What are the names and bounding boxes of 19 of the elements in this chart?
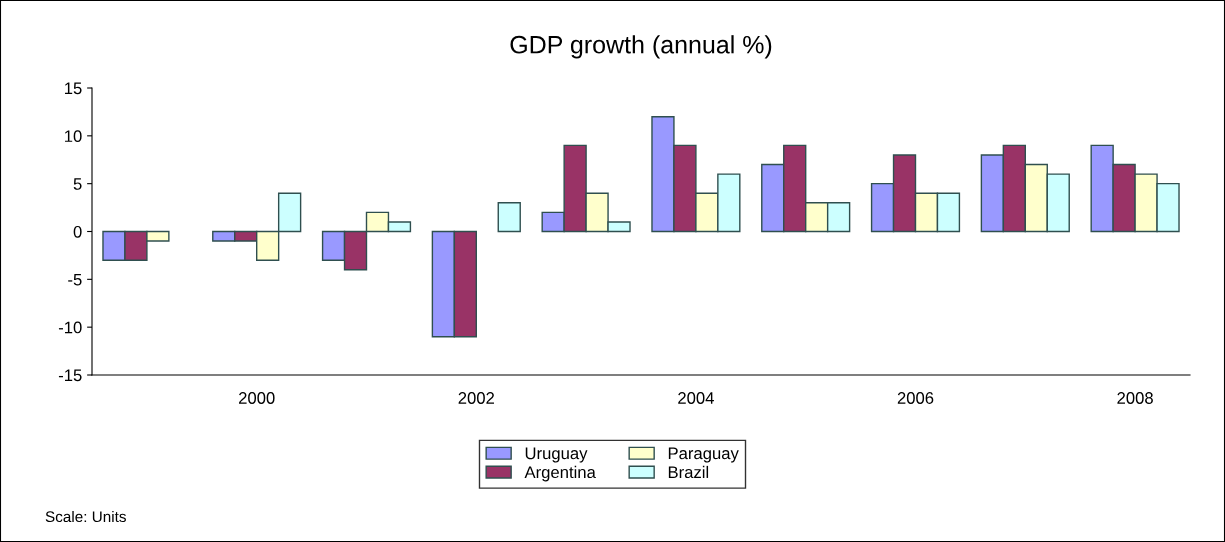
legend-label: Uruguay: [525, 447, 588, 463]
x-tick-label: 2000: [239, 392, 275, 404]
x-tick-label: 2008: [1117, 392, 1153, 404]
y-tick-label: 15: [65, 82, 82, 95]
chart-title: GDP growth (annual %): [510, 35, 772, 59]
legend-label: Paraguay: [668, 447, 739, 463]
bar: [497, 202, 521, 233]
y-tick-label: 10: [65, 130, 82, 143]
x-tick-label: 2006: [897, 392, 934, 404]
y-tick-label: -10: [58, 321, 82, 334]
y-tick-label: -15: [58, 369, 82, 382]
x-tick-label: 2004: [678, 392, 714, 404]
y-tick-label: 0: [73, 225, 82, 238]
text: Scale: Units: [45, 510, 126, 523]
y-tick-label: -5: [68, 273, 82, 286]
legend-label: Brazil: [668, 465, 709, 479]
y-tick-label: 5: [73, 178, 82, 190]
legend-label: Argentina: [524, 465, 596, 482]
x-tick-label: 2002: [458, 392, 494, 404]
